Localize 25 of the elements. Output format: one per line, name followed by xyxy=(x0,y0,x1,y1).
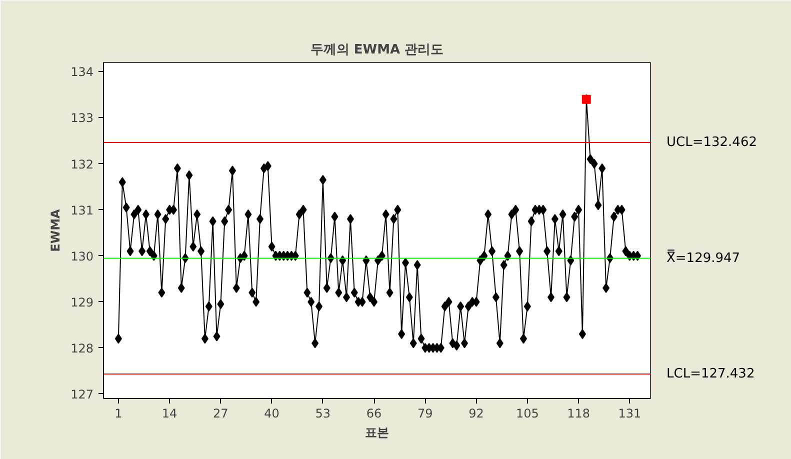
y-tick-label: 133 xyxy=(70,111,94,126)
y-tick-label: 132 xyxy=(70,157,94,172)
chart-title: 두께의 EWMA 관리도 xyxy=(310,42,444,58)
ref-line-label: UCL=132.462 xyxy=(666,134,757,150)
y-tick-label: 127 xyxy=(70,387,94,402)
x-axis-title: 표본 xyxy=(365,426,389,440)
x-tick-label: 1 xyxy=(114,406,122,420)
y-tick-label: 130 xyxy=(70,249,94,264)
x-tick-label: 40 xyxy=(264,406,280,420)
x-tick-label: 118 xyxy=(567,406,590,420)
y-axis-title: EWMA xyxy=(48,208,63,252)
y-tick-label: 128 xyxy=(70,341,94,356)
x-tick-label: 27 xyxy=(213,406,228,420)
y-tick-label: 129 xyxy=(70,295,94,310)
ref-line-label: LCL=127.432 xyxy=(666,366,755,382)
x-tick-label: 53 xyxy=(315,406,331,420)
x-tick-label: 131 xyxy=(618,406,642,420)
ref-line-label: X̿=129.947 xyxy=(666,249,740,266)
x-tick-label: 14 xyxy=(162,406,178,420)
x-tick-label: 79 xyxy=(418,406,433,420)
x-tick-label: 92 xyxy=(468,406,484,420)
x-tick-label: 66 xyxy=(366,406,382,420)
x-tick-label: 105 xyxy=(516,406,539,420)
y-tick-label: 134 xyxy=(70,65,94,80)
y-tick-label: 131 xyxy=(70,203,94,218)
